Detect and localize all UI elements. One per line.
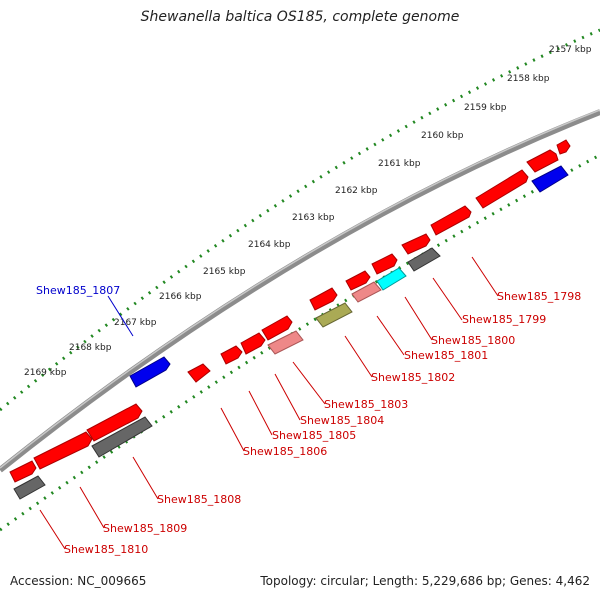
kbp-label-2164: 2164 kbp xyxy=(248,240,291,250)
gene-block[interactable] xyxy=(315,302,353,328)
gene-label-1808[interactable]: Shew185_1808 xyxy=(157,493,241,506)
leader-1809 xyxy=(79,486,105,529)
leader-1808 xyxy=(132,456,159,500)
gene-label-1802[interactable]: Shew185_1802 xyxy=(371,371,455,384)
genome-summary-text: Topology: circular; Length: 5,229,686 bp… xyxy=(260,574,590,588)
gene-label-1805[interactable]: Shew185_1805 xyxy=(272,429,356,442)
leader-1798 xyxy=(471,256,499,297)
kbp-label-2163: 2163 kbp xyxy=(292,213,335,223)
gene-block[interactable] xyxy=(376,267,407,291)
gene-block[interactable] xyxy=(475,169,529,209)
inner-tick-ring xyxy=(0,153,600,532)
gene-block[interactable] xyxy=(91,416,153,458)
gene-label-1799[interactable]: Shew185_1799 xyxy=(462,313,546,326)
leader-1806 xyxy=(220,407,245,452)
leader-1799 xyxy=(432,277,463,321)
gene-block[interactable] xyxy=(401,233,431,255)
kbp-label-2166: 2166 kbp xyxy=(159,292,202,302)
gene-labels: Shew185_1798 Shew185_1799 Shew185_1800 S… xyxy=(36,284,581,556)
leader-1802 xyxy=(344,335,373,378)
gene-block[interactable] xyxy=(129,356,171,388)
kbp-label-2165: 2165 kbp xyxy=(203,267,246,277)
gene-label-1810[interactable]: Shew185_1810 xyxy=(64,543,148,556)
gene-label-1809[interactable]: Shew185_1809 xyxy=(103,522,187,535)
kbp-label-2168: 2168 kbp xyxy=(69,343,112,353)
gene-block[interactable] xyxy=(309,287,338,311)
gene-block[interactable] xyxy=(531,165,569,193)
gene-block[interactable] xyxy=(33,431,93,470)
gene-block[interactable] xyxy=(267,330,304,355)
gene-block[interactable] xyxy=(240,332,266,355)
outer-tick-ring xyxy=(0,28,600,412)
kbp-label-2157: 2157 kbp xyxy=(549,45,592,55)
gene-block[interactable] xyxy=(187,363,211,383)
gene-block[interactable] xyxy=(13,475,46,500)
gene-label-1806[interactable]: Shew185_1806 xyxy=(243,445,327,458)
kbp-label-2160: 2160 kbp xyxy=(421,131,464,141)
kbp-label-2167: 2167 kbp xyxy=(114,318,157,328)
gene-label-1807[interactable]: Shew185_1807 xyxy=(36,284,120,297)
leader-1803 xyxy=(292,361,326,405)
gene-block[interactable] xyxy=(9,460,37,483)
gene-block[interactable] xyxy=(556,139,571,155)
gene-label-1798[interactable]: Shew185_1798 xyxy=(497,290,581,303)
gene-label-1800[interactable]: Shew185_1800 xyxy=(431,334,515,347)
gene-block[interactable] xyxy=(351,281,382,303)
map-title: Shewanella baltica OS185, complete genom… xyxy=(140,9,460,25)
kbp-labels: 2157 kbp 2158 kbp 2159 kbp 2160 kbp 2161… xyxy=(24,45,592,378)
leader-lines xyxy=(39,256,499,550)
gene-label-1804[interactable]: Shew185_1804 xyxy=(300,414,384,427)
gene-blocks xyxy=(9,139,571,500)
kbp-label-2159: 2159 kbp xyxy=(464,103,507,113)
gene-label-1803[interactable]: Shew185_1803 xyxy=(324,398,408,411)
leader-1801 xyxy=(376,315,405,356)
gene-block[interactable] xyxy=(86,403,143,442)
gene-block[interactable] xyxy=(407,247,441,272)
leader-1807 xyxy=(107,295,134,337)
gene-block[interactable] xyxy=(261,315,293,341)
accession-text: Accession: NC_009665 xyxy=(10,574,147,588)
gene-block[interactable] xyxy=(526,149,559,173)
kbp-label-2161: 2161 kbp xyxy=(378,159,421,169)
genome-backbone-highlight xyxy=(0,109,600,469)
gene-label-1801[interactable]: Shew185_1801 xyxy=(404,349,488,362)
kbp-label-2158: 2158 kbp xyxy=(507,74,550,84)
gene-block[interactable] xyxy=(220,345,243,365)
gene-block[interactable] xyxy=(371,253,398,275)
gene-block[interactable] xyxy=(345,270,371,291)
kbp-label-2169: 2169 kbp xyxy=(24,368,67,378)
kbp-label-2162: 2162 kbp xyxy=(335,186,378,196)
genome-backbone xyxy=(0,109,600,473)
leader-1810 xyxy=(39,509,66,550)
leader-1805 xyxy=(248,390,273,436)
gene-block[interactable] xyxy=(430,205,472,236)
leader-1804 xyxy=(274,373,301,421)
leader-1800 xyxy=(404,296,433,341)
